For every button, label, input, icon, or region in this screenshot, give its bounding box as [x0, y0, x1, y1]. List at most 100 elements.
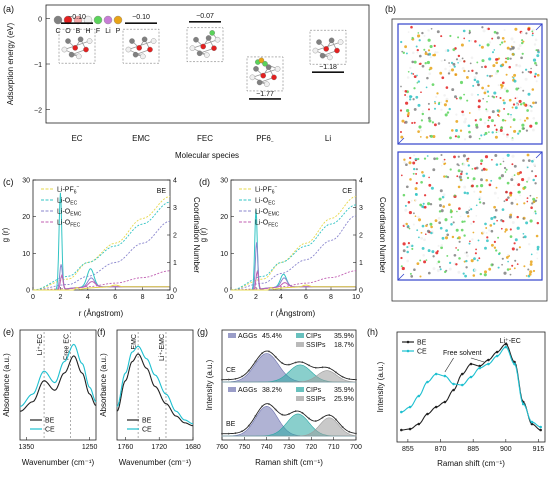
- simulation-atom: [464, 117, 467, 121]
- simulation-atom: [482, 231, 485, 234]
- atom-legend-letter: B: [76, 28, 81, 35]
- simulation-atom: [431, 83, 435, 86]
- simulation-atom: [522, 232, 525, 235]
- simulation-atom: [532, 200, 536, 204]
- simulation-atom: [518, 246, 521, 249]
- raman-sample-point: [328, 367, 331, 369]
- simulation-atom: [523, 202, 526, 205]
- molecule-atom: [147, 46, 153, 53]
- simulation-atom: [527, 159, 531, 162]
- simulation-atom: [419, 275, 422, 278]
- simulation-atom: [432, 255, 435, 258]
- simulation-atom: [513, 40, 516, 44]
- simulation-atom: [526, 197, 529, 199]
- simulation-atom: [445, 229, 448, 232]
- legend-label: Li-OEC: [255, 198, 276, 207]
- molecule-atom: [193, 36, 199, 43]
- molecule-atom: [262, 60, 268, 67]
- simulation-atom: [415, 168, 418, 171]
- simulation-atom: [485, 227, 488, 229]
- raman-point: [408, 427, 412, 431]
- simulation-atom: [501, 219, 505, 223]
- simulation-atom: [505, 168, 508, 171]
- simulation-atom: [485, 178, 488, 182]
- legend-swatch: [296, 333, 304, 338]
- simulation-atom: [480, 184, 484, 188]
- simulation-atom: [520, 31, 524, 34]
- group-label: CE: [226, 367, 236, 374]
- spectrum-line: [116, 345, 194, 425]
- y2-tick-label: 4: [359, 178, 363, 185]
- simulation-atom: [456, 163, 459, 166]
- simulation-atom: [493, 30, 497, 34]
- simulation-atom: [473, 190, 476, 193]
- simulation-atom: [509, 191, 513, 195]
- simulation-atom: [479, 190, 482, 194]
- simulation-atom: [534, 101, 538, 104]
- simulation-atom: [515, 87, 519, 91]
- rdf-curve: [231, 284, 356, 291]
- legend-marker: [406, 340, 410, 344]
- simulation-atom: [443, 175, 446, 178]
- legend-label: BE: [45, 418, 55, 425]
- simulation-atom: [425, 259, 428, 261]
- raman-sample-point: [335, 371, 337, 374]
- raman-sample-point: [261, 405, 264, 408]
- simulation-atom: [413, 60, 417, 64]
- x-tick-label: 710: [328, 444, 340, 451]
- molecule-atom: [316, 39, 322, 45]
- simulation-atom: [411, 247, 414, 250]
- simulation-atom: [445, 86, 449, 89]
- simulation-atom: [498, 252, 501, 255]
- simulation-atom: [419, 136, 422, 138]
- simulation-atom: [406, 250, 409, 254]
- simulation-atom: [416, 48, 419, 52]
- raman-sample-point: [294, 361, 297, 364]
- simulation-atom: [484, 88, 488, 92]
- simulation-atom: [511, 247, 515, 251]
- simulation-atom: [485, 108, 488, 111]
- simulation-atom: [531, 202, 534, 205]
- simulation-atom: [488, 57, 492, 61]
- simulation-atom: [519, 171, 522, 174]
- simulation-atom: [502, 132, 505, 136]
- x-tick-label: 6: [304, 294, 308, 301]
- simulation-atom: [424, 62, 427, 65]
- legend-subscript: EC: [268, 201, 275, 207]
- simulation-atom: [437, 270, 439, 273]
- simulation-atom: [534, 61, 537, 65]
- simulation-atom: [506, 153, 510, 157]
- simulation-atom: [485, 231, 488, 234]
- simulation-atom: [411, 60, 414, 64]
- simulation-atom: [457, 54, 461, 58]
- simulation-atom: [473, 76, 477, 79]
- simulation-atom: [496, 109, 500, 112]
- simulation-atom: [471, 69, 474, 73]
- y-tick-label: 0: [26, 288, 30, 295]
- simulation-atom: [400, 40, 403, 44]
- simulation-atom: [503, 40, 506, 43]
- x-tick-label: 10: [166, 294, 174, 301]
- simulation-atom: [524, 77, 528, 81]
- molecule-bond: [252, 68, 278, 78]
- simulation-atom: [412, 98, 415, 101]
- molecule-atom: [150, 38, 157, 44]
- simulation-atom: [422, 174, 426, 178]
- simulation-atom: [423, 205, 427, 209]
- panel-f-label: (f): [97, 327, 106, 337]
- legend-subscript: EMC: [268, 212, 280, 218]
- molecule-atom: [323, 46, 329, 52]
- raman-point: [469, 362, 473, 366]
- simulation-atom: [448, 267, 452, 271]
- x-tick-label: 855: [402, 446, 414, 453]
- simulation-atom: [495, 96, 498, 98]
- raman-point: [400, 428, 403, 432]
- simulation-atom: [477, 107, 481, 111]
- simulation-atom: [521, 123, 525, 127]
- simulation-atom: [509, 235, 513, 238]
- simulation-atom: [487, 84, 490, 88]
- simulation-atom: [406, 76, 410, 79]
- x-tick-label: 760: [216, 444, 228, 451]
- simulation-atom: [534, 199, 538, 203]
- simulation-atom: [446, 254, 449, 257]
